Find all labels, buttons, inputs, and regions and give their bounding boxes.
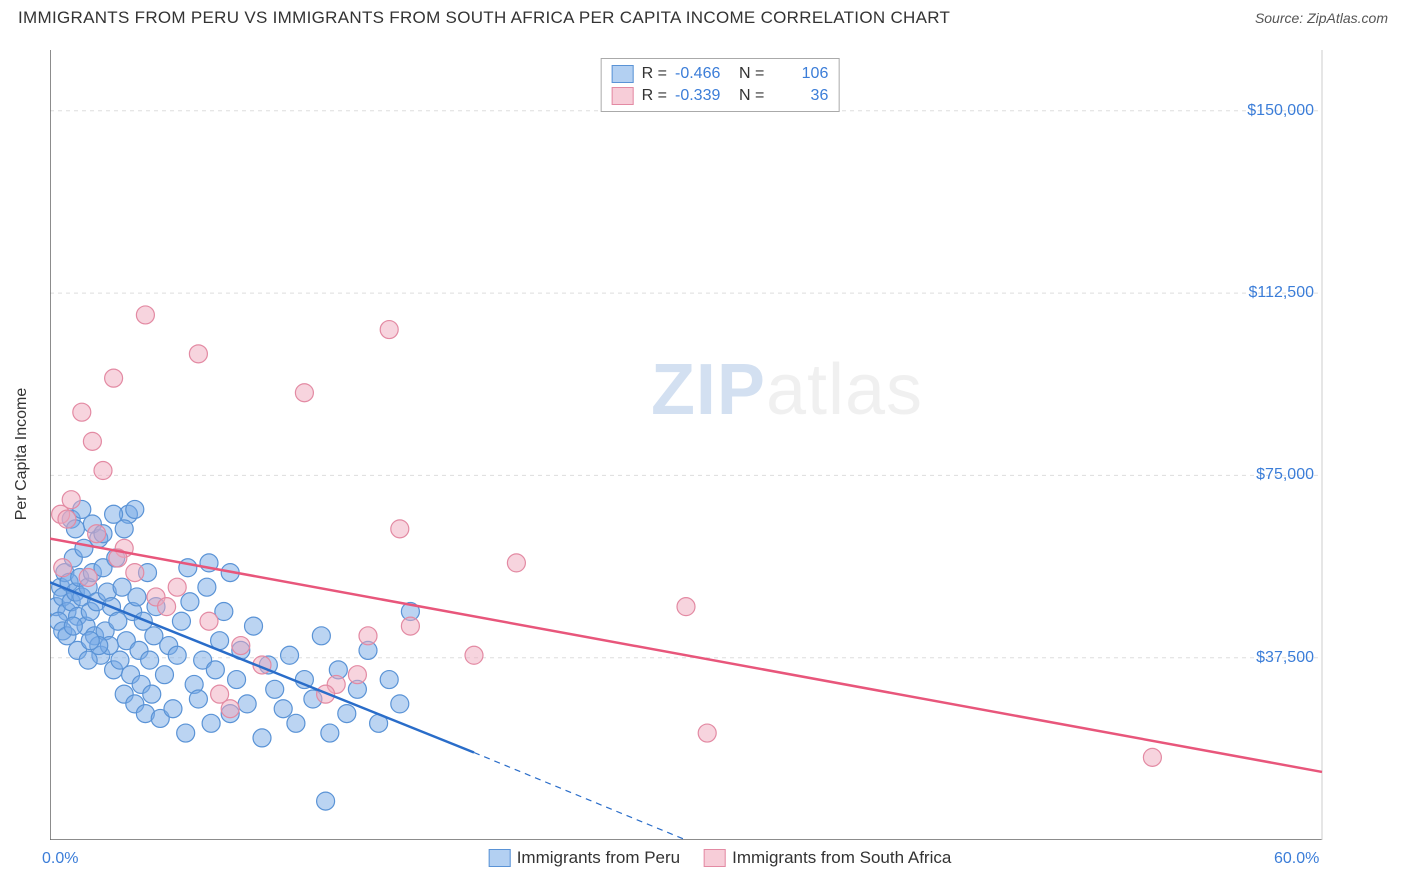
swatch-peru — [612, 65, 634, 83]
legend-item-sa: Immigrants from South Africa — [704, 848, 951, 868]
swatch-peru — [489, 849, 511, 867]
y-tick-label: $112,500 — [1248, 284, 1314, 302]
stats-legend: R = -0.466 N = 106 R = -0.339 N = 36 — [601, 58, 840, 112]
n-value-peru: 106 — [772, 65, 828, 83]
y-axis-label: Per Capita Income — [13, 388, 31, 521]
x-tick-label: 60.0% — [1274, 850, 1319, 868]
source-name: ZipAtlas.com — [1307, 10, 1388, 26]
n-label: N = — [739, 65, 764, 83]
scatter-chart — [50, 50, 1390, 840]
swatch-sa — [612, 87, 634, 105]
r-value-peru: -0.466 — [675, 65, 731, 83]
stats-row-sa: R = -0.339 N = 36 — [612, 85, 829, 107]
chart-container: Per Capita Income ZIPatlas R = -0.466 N … — [50, 50, 1390, 840]
y-tick-label: $37,500 — [1256, 649, 1314, 667]
n-value-sa: 36 — [772, 87, 828, 105]
header: IMMIGRANTS FROM PERU VS IMMIGRANTS FROM … — [0, 0, 1406, 32]
chart-title: IMMIGRANTS FROM PERU VS IMMIGRANTS FROM … — [18, 8, 950, 28]
r-label: R = — [642, 87, 667, 105]
legend-item-peru: Immigrants from Peru — [489, 848, 680, 868]
n-label: N = — [739, 87, 764, 105]
swatch-sa — [704, 849, 726, 867]
r-label: R = — [642, 65, 667, 83]
legend-label-sa: Immigrants from South Africa — [732, 848, 951, 868]
bottom-legend: Immigrants from Peru Immigrants from Sou… — [489, 848, 952, 868]
r-value-sa: -0.339 — [675, 87, 731, 105]
y-tick-label: $150,000 — [1247, 102, 1314, 120]
x-tick-label: 0.0% — [42, 850, 78, 868]
y-tick-label: $75,000 — [1256, 466, 1314, 484]
source-label: Source: — [1255, 10, 1303, 26]
stats-row-peru: R = -0.466 N = 106 — [612, 63, 829, 85]
source-attribution: Source: ZipAtlas.com — [1255, 10, 1388, 26]
legend-label-peru: Immigrants from Peru — [517, 848, 680, 868]
